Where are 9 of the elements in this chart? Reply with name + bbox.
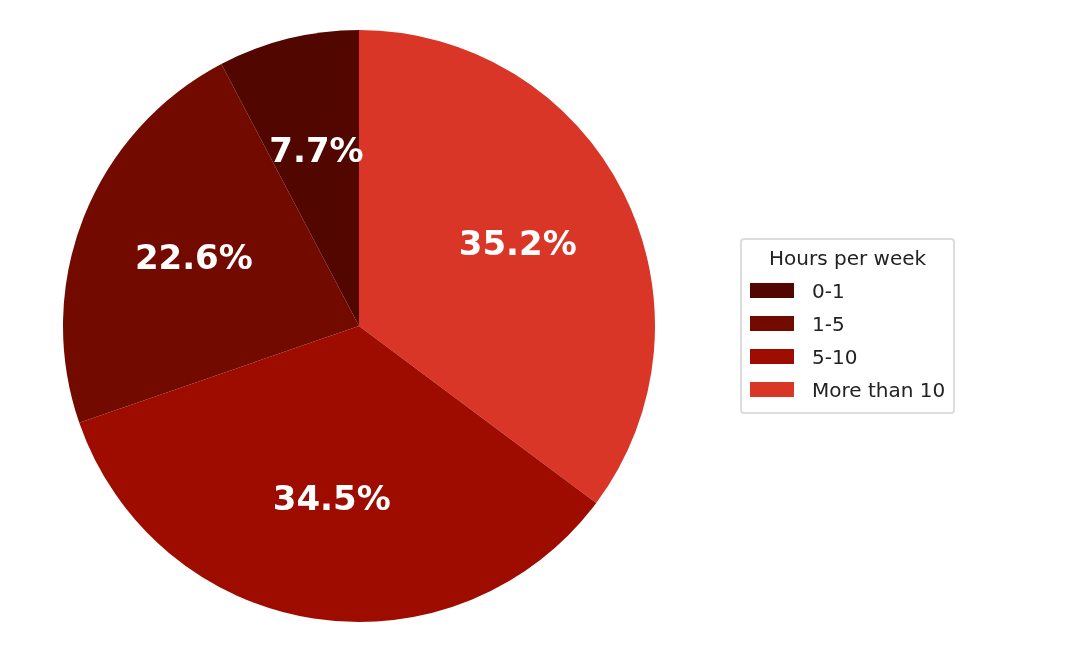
legend-title: Hours per week	[768, 246, 928, 270]
legend-label: 5-10	[812, 344, 858, 369]
data-label: 35.2%	[458, 223, 577, 264]
legend-label: 0-1	[812, 278, 845, 303]
data-label: 22.6%	[134, 237, 253, 278]
legend-label: 1-5	[812, 311, 845, 336]
data-label: 7.7%	[269, 130, 364, 171]
data-label: 34.5%	[272, 478, 391, 519]
legend-label: More than 10	[812, 377, 946, 402]
